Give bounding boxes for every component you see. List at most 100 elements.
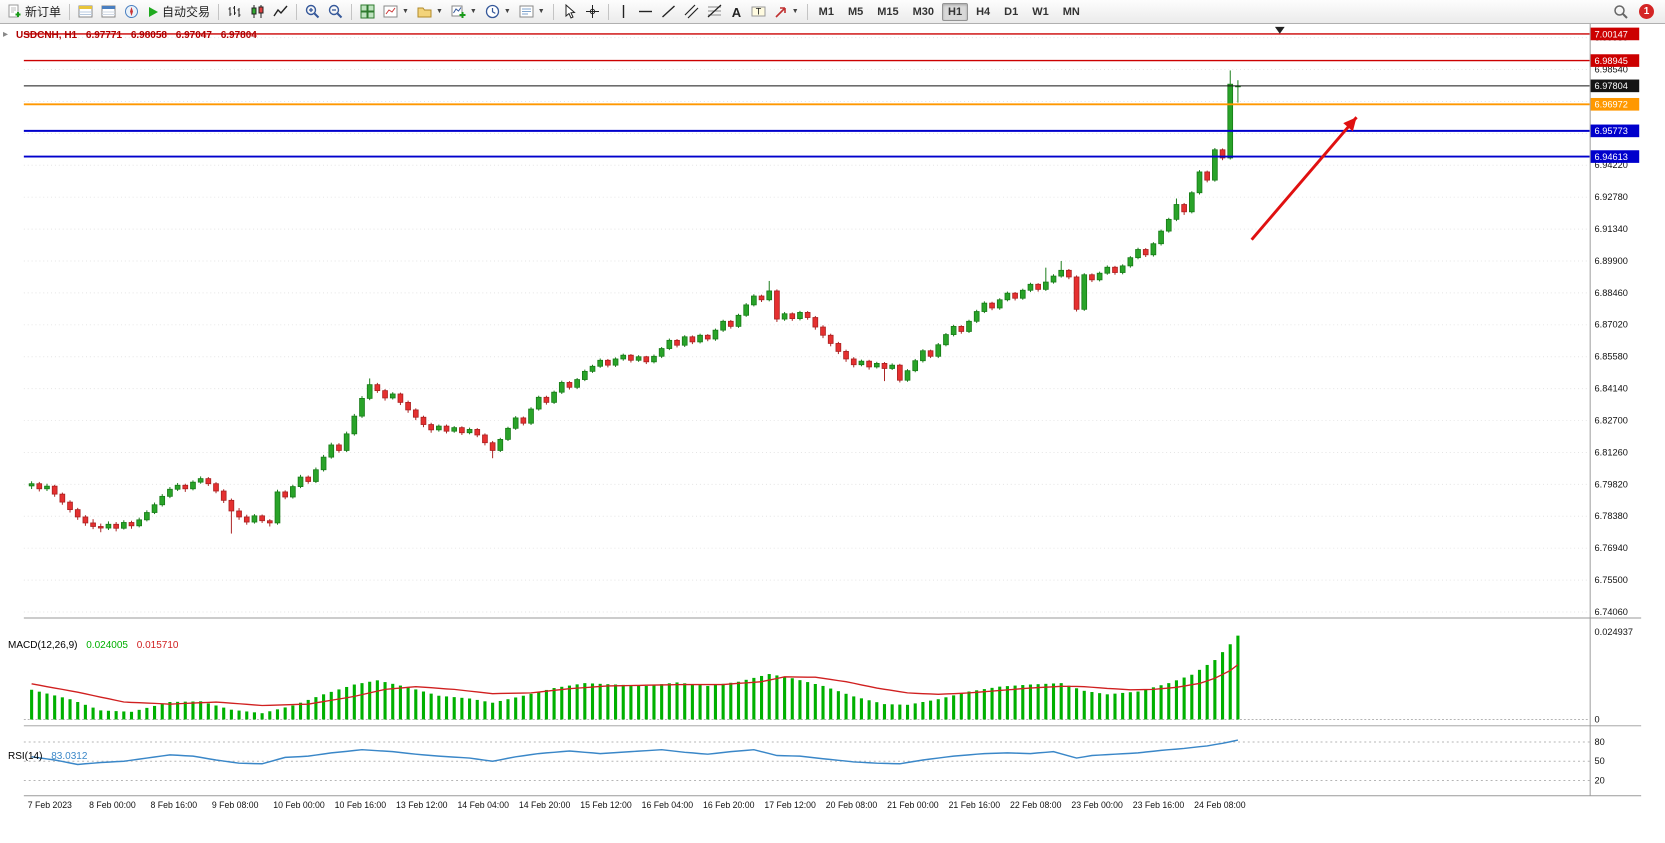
dropdown-caret-icon: ▼ (469, 8, 477, 15)
timeframe-d1-button[interactable]: D1 (998, 3, 1024, 21)
text-button[interactable]: A (726, 1, 747, 22)
y-axis-label: 6.91340 (1595, 224, 1628, 234)
price-badge-7.00147 (1590, 27, 1640, 41)
dropdown-caret-icon: ▼ (791, 8, 799, 15)
date-label: 16 Feb 04:00 (642, 800, 694, 810)
new-order-icon (8, 4, 21, 18)
y-axis-label: 6.84140 (1595, 384, 1628, 394)
templates-icon (519, 5, 534, 18)
bar-chart-icon (228, 6, 241, 17)
market-watch-button[interactable] (74, 1, 97, 22)
search-button[interactable] (1609, 1, 1633, 22)
macd-histogram (30, 635, 1240, 720)
timeframe-m1-button[interactable]: M1 (813, 3, 840, 21)
price-badge-text: 6.95773 (1595, 126, 1628, 136)
timeframe-h1-button[interactable]: H1 (942, 2, 969, 21)
timeframe-w1-button[interactable]: W1 (1026, 3, 1055, 21)
rsi-axis-label: 50 (1595, 756, 1605, 766)
svg-text:T: T (755, 7, 761, 17)
tile-windows-icon (360, 4, 375, 19)
notification-badge[interactable]: 1 (1639, 4, 1654, 19)
arrows-button[interactable]: ▼ (770, 1, 803, 22)
date-label: 22 Feb 08:00 (1010, 800, 1062, 810)
price-badge-6.95773 (1590, 124, 1640, 138)
date-label: 14 Feb 04:00 (457, 800, 509, 810)
crosshair-button[interactable] (581, 1, 604, 22)
price-badge-text: 6.96972 (1595, 100, 1628, 110)
y-axis-label: 6.87020 (1595, 320, 1628, 330)
candlestick-chart-icon (251, 5, 264, 18)
date-label: 24 Feb 08:00 (1194, 800, 1246, 810)
timeframe-h4-button[interactable]: H4 (970, 3, 996, 21)
y-axis-label: 6.76940 (1595, 543, 1628, 553)
zoom-in-button[interactable] (301, 1, 324, 22)
label-icon: T (751, 6, 766, 17)
one-click-trading-arrow-icon[interactable]: ▸ (3, 29, 9, 40)
svg-text:A: A (732, 5, 742, 19)
macd-signal-line (31, 664, 1239, 707)
macd-indicator-label: MACD(12,26,9) 0.024005 0.015710 (8, 640, 178, 651)
chart-shift-marker[interactable] (1274, 26, 1285, 34)
chart-canvas[interactable]: 0.02493708050206.999806.985406.971006.95… (0, 24, 1665, 838)
horizontal-line-button[interactable] (634, 1, 657, 22)
cursor-button[interactable] (558, 1, 581, 22)
vertical-line-button[interactable] (613, 1, 634, 22)
date-label: 10 Feb 16:00 (335, 800, 387, 810)
date-label: 23 Feb 00:00 (1071, 800, 1123, 810)
candlestick-chart-button[interactable] (246, 1, 269, 22)
trendline-button[interactable] (657, 1, 680, 22)
trend-arrow-head[interactable] (1343, 117, 1357, 132)
price-badge-text: 6.97804 (1595, 81, 1628, 91)
new-order-label: 新订单 (25, 5, 62, 19)
chart-window[interactable]: ▸ USDCNH, H1 6.97771 6.98058 6.97047 6.9… (0, 24, 1665, 838)
date-label: 15 Feb 12:00 (580, 800, 632, 810)
autotrading-play-icon (149, 6, 159, 17)
navigator-button[interactable] (120, 1, 143, 22)
timeframe-m5-button[interactable]: M5 (842, 3, 869, 21)
toolbar-separator (296, 3, 298, 20)
y-axis-label: 6.79820 (1595, 479, 1628, 489)
timeframe-m30-button[interactable]: M30 (907, 3, 940, 21)
date-label: 23 Feb 16:00 (1133, 800, 1185, 810)
label-button[interactable]: T (747, 1, 770, 22)
line-chart-button[interactable] (269, 1, 292, 22)
macd-name: MACD(12,26,9) (8, 640, 78, 651)
trend-arrow-annotation[interactable] (1250, 116, 1358, 241)
bar-chart-button[interactable] (223, 1, 246, 22)
timeframe-mn-button[interactable]: MN (1057, 3, 1086, 21)
price-badge-6.94613 (1590, 150, 1640, 163)
new-chart-button[interactable]: ▼ (379, 1, 413, 22)
chart-close-value: 6.97804 (220, 30, 257, 41)
date-label: 21 Feb 16:00 (949, 800, 1001, 810)
periods-button[interactable]: ▼ (481, 1, 515, 22)
autotrading-label: 自动交易 (162, 5, 211, 19)
date-label: 20 Feb 08:00 (826, 800, 878, 810)
fibonacci-button[interactable] (703, 1, 726, 22)
date-label: 13 Feb 12:00 (396, 800, 448, 810)
zoom-in-icon (305, 4, 320, 19)
chart-title: USDCNH, H1 6.97771 6.98058 6.97047 6.978… (16, 30, 257, 41)
profiles-button[interactable]: ▼ (413, 1, 447, 22)
trendline-icon (661, 5, 675, 18)
zoom-out-button[interactable] (324, 1, 347, 22)
price-badge-text: 6.98945 (1595, 56, 1628, 66)
date-label: 21 Feb 00:00 (887, 800, 939, 810)
indicators-button[interactable]: ▼ (447, 1, 481, 22)
data-window-icon (101, 5, 116, 18)
templates-button[interactable]: ▼ (515, 1, 549, 22)
toolbar-separator (69, 3, 71, 20)
tile-windows-button[interactable] (356, 1, 379, 22)
data-window-button[interactable] (97, 1, 120, 22)
toolbar-separator (552, 3, 554, 20)
autotrading-button[interactable]: 自动交易 (143, 1, 214, 22)
new-order-button[interactable]: 新订单 (3, 1, 65, 22)
y-axis-label: 6.82700 (1595, 415, 1628, 425)
vertical-line-icon (622, 5, 624, 18)
date-label: 8 Feb 16:00 (151, 800, 198, 810)
y-axis-label: 6.98540 (1595, 64, 1628, 74)
search-icon (1614, 4, 1628, 19)
channel-button[interactable] (680, 1, 703, 22)
timeframe-m15-button[interactable]: M15 (871, 3, 904, 21)
dropdown-caret-icon: ▼ (537, 8, 545, 15)
toolbar-separator (806, 3, 808, 20)
